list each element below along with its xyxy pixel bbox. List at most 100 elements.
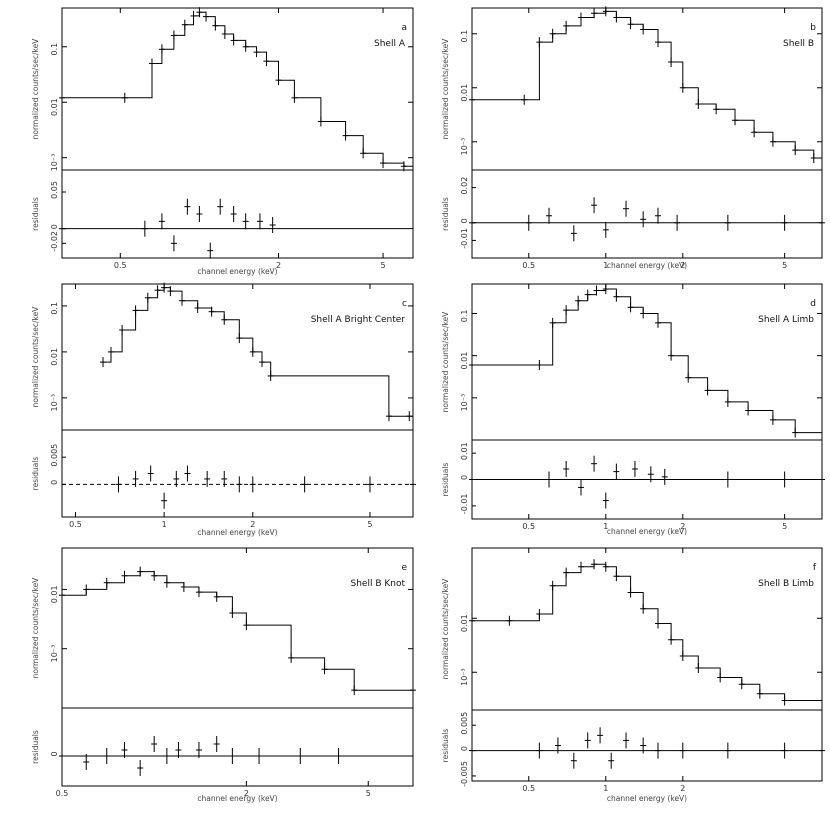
- residual-point-c-8: [236, 476, 243, 493]
- data-point-b-8: [613, 12, 620, 23]
- x-tick-label-e-2: 5: [366, 789, 371, 798]
- data-point-b-1: [521, 94, 528, 105]
- data-point-c-2: [119, 324, 126, 335]
- x-axis-label-a: channel energy (keV): [197, 267, 277, 276]
- residual-point-e-9: [213, 736, 220, 752]
- data-point-f-11: [655, 618, 662, 629]
- residual-point-a-7: [217, 198, 224, 215]
- x-tick-label-f-1: 1: [603, 784, 608, 793]
- residual-point-b-0: [469, 214, 475, 231]
- resid-tick-label-d-1: 0: [460, 475, 469, 480]
- data-point-d-8: [613, 291, 620, 302]
- data-point-d-2: [549, 317, 556, 328]
- data-point-b-3: [549, 28, 556, 39]
- residual-point-c-3: [161, 492, 168, 509]
- data-point-c-10: [208, 306, 215, 317]
- data-point-f-6: [591, 559, 598, 570]
- data-point-d-1: [536, 360, 543, 371]
- data-point-b-0: [469, 94, 475, 105]
- data-point-b-13: [679, 82, 686, 93]
- residual-point-f-10: [679, 742, 686, 759]
- x-tick-label-a-0: 0.5: [114, 261, 127, 270]
- data-point-c-9: [194, 303, 201, 314]
- data-point-e-12: [288, 652, 295, 663]
- data-point-c-16: [385, 411, 392, 422]
- residual-point-f-3: [570, 752, 577, 769]
- data-point-d-16: [745, 405, 752, 416]
- model-line-e: [62, 571, 413, 691]
- y-tick-label-a-0: 0.1: [50, 43, 59, 56]
- x-tick-label-e-1: 2: [244, 789, 249, 798]
- x-axis-label-b: channel energy (keV): [607, 261, 687, 270]
- x-axis-label-f: channel energy (keV): [607, 794, 687, 803]
- panel-letter-c: c: [402, 299, 407, 309]
- data-point-d-12: [668, 350, 675, 361]
- resid-tick-label-f-2: -0.005: [460, 761, 469, 787]
- residual-point-d-6: [613, 463, 620, 480]
- residual-point-f-6: [608, 752, 615, 769]
- y-tick-label-b-2: 10⁻³: [460, 138, 469, 156]
- residual-point-a-6: [207, 242, 214, 259]
- residual-point-e-12: [297, 748, 304, 764]
- residual-point-c-12: [410, 476, 416, 493]
- residual-point-d-7: [631, 460, 638, 477]
- x-tick-label-c-0: 0.5: [69, 520, 82, 529]
- model-line-f: [472, 563, 822, 701]
- spectrum-frame-b: [471, 7, 823, 171]
- data-point-d-6: [593, 285, 600, 296]
- data-point-f-0: [469, 615, 475, 626]
- residual-point-e-10: [229, 748, 236, 764]
- residual-point-f-11: [724, 742, 731, 759]
- data-point-e-8: [195, 587, 202, 598]
- x-tick-label-d-0: 0.5: [522, 522, 535, 531]
- spectrum-frame-e: [61, 547, 414, 709]
- residual-point-b-3: [570, 225, 577, 242]
- panel-letter-d: d: [810, 299, 816, 309]
- panel-letter-a: a: [401, 23, 407, 33]
- x-tick-label-b-1: 1: [603, 261, 608, 270]
- residuals-frame-e: [61, 707, 414, 787]
- resid-tick-label-c-1: 0: [50, 480, 59, 485]
- data-point-e-15: [410, 685, 416, 696]
- residuals-frame-b: [471, 169, 823, 259]
- data-point-d-0: [469, 360, 475, 371]
- residual-point-e-3: [121, 742, 128, 758]
- data-point-b-4: [563, 20, 570, 31]
- y-axis-label-d: normalized counts/sec/keV: [441, 311, 450, 413]
- data-point-b-5: [577, 12, 584, 23]
- residual-point-d-9: [661, 468, 668, 485]
- data-point-f-12: [668, 634, 675, 645]
- residual-point-f-0: [469, 742, 475, 759]
- data-point-c-6: [161, 282, 168, 293]
- y-tick-label-a-2: 10⁻³: [50, 154, 59, 172]
- panel-title-d: Shell A Limb: [758, 315, 814, 325]
- y-tick-label-e-0: 0.01: [50, 585, 59, 603]
- resid-tick-label-e-0: 0: [50, 751, 59, 756]
- residual-point-b-2: [546, 207, 553, 224]
- resid-axis-label-c: residuals: [31, 457, 40, 491]
- data-point-e-2: [103, 577, 110, 588]
- y-tick-label-b-0: 0.1: [460, 30, 469, 43]
- data-point-b-16: [732, 115, 739, 126]
- x-axis-label-c: channel energy (keV): [197, 528, 277, 537]
- resid-axis-label-d: residuals: [441, 463, 450, 497]
- resid-tick-label-a-0: 0.05: [50, 181, 59, 199]
- data-point-b-2: [536, 37, 543, 48]
- resid-tick-label-d-0: 0.01: [460, 442, 469, 460]
- panel-title-b: Shell B: [783, 39, 814, 49]
- data-point-f-17: [756, 688, 763, 699]
- residual-point-c-11: [366, 476, 373, 493]
- residual-point-b-11: [781, 214, 788, 231]
- x-tick-label-f-2: 2: [680, 784, 685, 793]
- resid-tick-label-b-0: 0.02: [460, 177, 469, 195]
- residual-point-a-3: [170, 235, 177, 252]
- y-tick-label-e-1: 10⁻³: [50, 645, 59, 663]
- residual-point-f-7: [623, 732, 630, 749]
- data-point-c-15: [267, 370, 274, 381]
- data-point-a-4: [170, 30, 177, 41]
- data-point-c-4: [144, 292, 151, 303]
- resid-axis-label-f: residuals: [441, 729, 450, 763]
- data-point-c-3: [132, 305, 139, 316]
- residual-point-e-1: [83, 754, 90, 770]
